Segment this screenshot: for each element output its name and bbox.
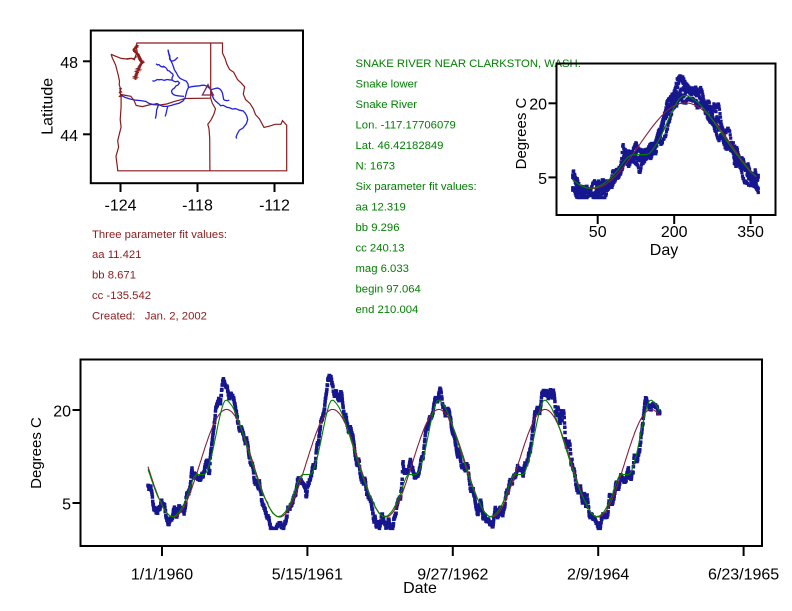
svg-text:6/23/1965: 6/23/1965 <box>708 567 779 584</box>
svg-text:Snake River: Snake River <box>356 99 418 111</box>
svg-text:begin 97.064: begin 97.064 <box>356 284 421 296</box>
svg-text:Lat. 46.42182849: Lat. 46.42182849 <box>356 140 444 152</box>
svg-text:48: 48 <box>60 55 78 72</box>
svg-text:-112: -112 <box>259 198 290 215</box>
svg-text:aa 11.421: aa 11.421 <box>92 249 141 261</box>
svg-text:Created: Jan. 2, 2002: Created: Jan. 2, 2002 <box>92 310 207 322</box>
svg-text:50: 50 <box>589 224 607 241</box>
svg-text:bb 8.671: bb 8.671 <box>92 270 136 282</box>
svg-text:bb 9.296: bb 9.296 <box>356 222 400 234</box>
svg-text:Day: Day <box>650 242 678 259</box>
svg-text:Degrees C: Degrees C <box>513 97 530 169</box>
svg-text:350: 350 <box>737 224 764 241</box>
svg-text:aa 12.319: aa 12.319 <box>356 202 406 214</box>
svg-text:44: 44 <box>60 128 78 145</box>
svg-text:cc 240.13: cc 240.13 <box>356 243 405 255</box>
svg-text:Six parameter fit values:: Six parameter fit values: <box>356 181 477 193</box>
svg-text:5/15/1961: 5/15/1961 <box>272 567 343 584</box>
svg-text:mag 6.033: mag 6.033 <box>356 263 409 275</box>
svg-text:Latitude: Latitude <box>40 78 57 135</box>
svg-text:Degrees C: Degrees C <box>28 417 45 489</box>
svg-text:end 210.004: end 210.004 <box>356 304 419 316</box>
svg-text:Date: Date <box>403 580 437 597</box>
svg-text:SNAKE RIVER NEAR CLARKSTON, WA: SNAKE RIVER NEAR CLARKSTON, WASH. <box>356 58 581 70</box>
svg-text:cc -135.542: cc -135.542 <box>92 290 151 302</box>
svg-text:N: 1673: N: 1673 <box>356 161 396 173</box>
svg-text:20: 20 <box>529 97 547 114</box>
svg-text:20: 20 <box>53 404 71 421</box>
svg-text:-118: -118 <box>182 198 213 215</box>
svg-text:Snake lower: Snake lower <box>356 79 418 91</box>
svg-text:9/27/1962: 9/27/1962 <box>417 567 488 584</box>
svg-text:-124: -124 <box>104 198 136 215</box>
svg-text:5: 5 <box>538 171 547 188</box>
svg-text:200: 200 <box>661 224 688 241</box>
svg-text:5: 5 <box>62 497 71 514</box>
svg-text:1/1/1960: 1/1/1960 <box>131 567 193 584</box>
svg-text:Lon. -117.17706079: Lon. -117.17706079 <box>356 120 456 132</box>
svg-text:2/9/1964: 2/9/1964 <box>567 567 629 584</box>
svg-text:Three parameter fit values:: Three parameter fit values: <box>92 229 227 241</box>
